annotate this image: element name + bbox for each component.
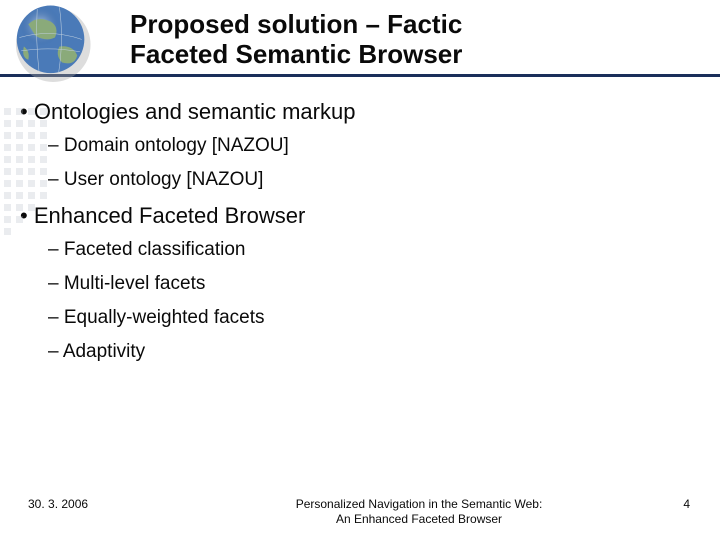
sub-1-2-text: User ontology [NAZOU] — [64, 169, 264, 190]
slide-body: • Ontologies and semantic markup – Domai… — [0, 77, 720, 363]
sub-1-1: – Domain ontology [NAZOU] — [48, 135, 700, 157]
sub-2-1-text: Faceted classification — [64, 239, 246, 260]
title-line-1: Proposed solution – Factic — [130, 9, 462, 39]
slide-title: Proposed solution – Factic Faceted Seman… — [130, 10, 720, 70]
footer-title-line-1: Personalized Navigation in the Semantic … — [296, 497, 543, 511]
sub-2-3-text: Equally-weighted facets — [64, 307, 265, 328]
footer-title-line-2: An Enhanced Faceted Browser — [336, 512, 502, 526]
footer-title: Personalized Navigation in the Semantic … — [208, 497, 630, 528]
sub-2-2-text: Multi-level facets — [64, 273, 206, 294]
bullet-2: • Enhanced Faceted Browser — [20, 203, 700, 229]
bullet-2-text: Enhanced Faceted Browser — [34, 203, 306, 228]
footer-date: 30. 3. 2006 — [28, 497, 208, 511]
footer-page-number: 4 — [630, 497, 690, 511]
sub-2-4: – Adaptivity — [48, 341, 700, 363]
slide-footer: 30. 3. 2006 Personalized Navigation in t… — [0, 497, 720, 528]
bullet-1: • Ontologies and semantic markup — [20, 99, 700, 125]
title-line-2: Faceted Semantic Browser — [130, 39, 462, 69]
sub-2-4-text: Adaptivity — [63, 341, 145, 362]
sub-2-1: – Faceted classification — [48, 239, 700, 261]
sub-2-3: – Equally-weighted facets — [48, 307, 700, 329]
slide-header: Proposed solution – Factic Faceted Seman… — [0, 0, 720, 77]
sub-1-2: – User ontology [NAZOU] — [48, 169, 700, 191]
globe-icon — [10, 2, 100, 82]
bullet-1-text: Ontologies and semantic markup — [34, 99, 356, 124]
sub-2-2: – Multi-level facets — [48, 273, 700, 295]
sub-1-1-text: Domain ontology [NAZOU] — [64, 135, 289, 156]
side-decoration-icon — [0, 100, 70, 300]
